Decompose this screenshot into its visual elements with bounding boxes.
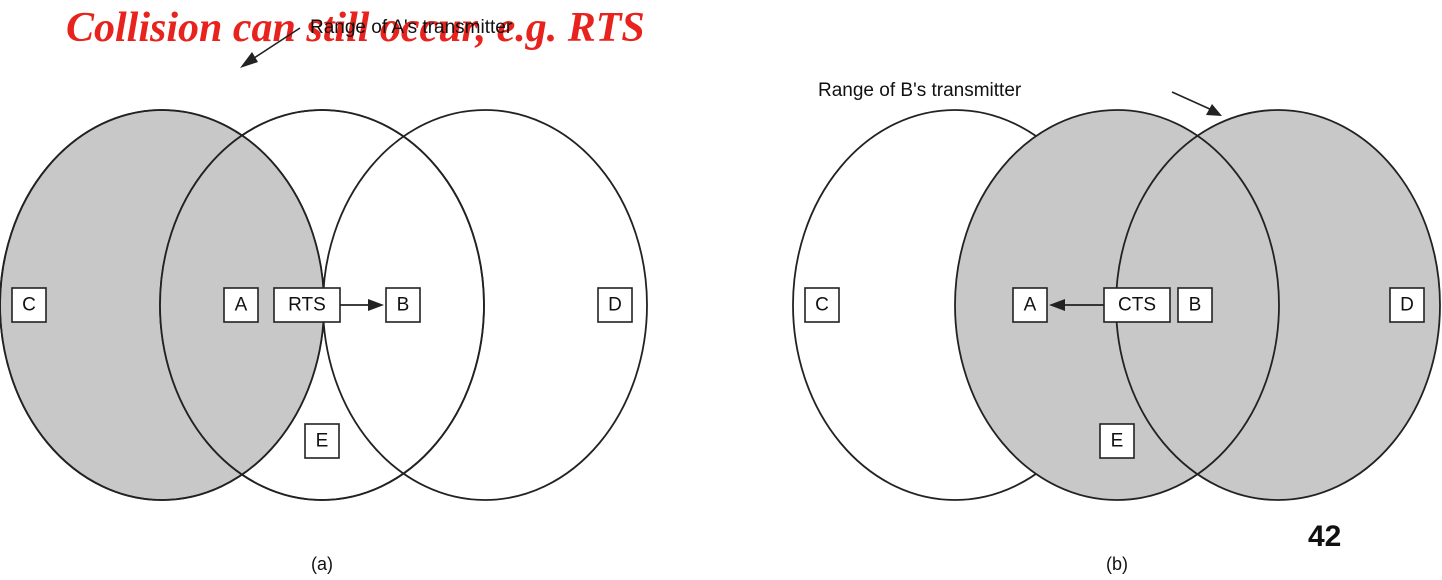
caption-b: (b) [1106,554,1128,574]
node-e-label-b: E [1111,431,1124,452]
node-b-label-b: B [1189,295,1202,316]
caption-a: (a) [311,554,333,574]
node-d-label: D [608,295,622,316]
node-a-label-b: A [1024,295,1037,316]
rts-frame-box [273,287,341,323]
node-e-box-b [1099,423,1135,459]
cts-frame-box [1103,287,1171,323]
range-pointer-b-head [1206,104,1222,116]
node-e-box [304,423,340,459]
node-c-box [11,287,47,323]
panel-b: Range of B's transmitter C A CTS B D E (… [792,80,1441,574]
slide-number: 42 [1308,520,1342,553]
range-pointer-a-head [240,52,258,68]
cts-frame-label: CTS [1118,295,1156,316]
node-c-label-b: C [815,295,829,316]
node-d-box-b [1389,287,1425,323]
node-c-label: C [22,295,36,316]
node-d-label-b: D [1400,295,1414,316]
panel-a: Range of A's transmitter C A RTS B D E (… [0,17,648,574]
rts-arrow-head [368,299,384,311]
range-pointer-b [1171,91,1213,111]
node-c-box-b [804,287,840,323]
rts-frame-label: RTS [288,295,326,316]
cts-arrow-head [1049,299,1065,311]
node-b-box [385,287,421,323]
node-a-box-b [1012,287,1048,323]
node-b-box-b [1177,287,1213,323]
range-pointer-a [247,27,301,63]
range-label-b: Range of B's transmitter [818,80,1022,101]
node-e-label: E [316,431,329,452]
node-a-box [223,287,259,323]
node-d-box [597,287,633,323]
range-label-a: Range of A's transmitter [310,17,513,38]
node-a-label: A [235,295,248,316]
slide-title: Collision can still occur, e.g. RTS [66,5,645,51]
range-of-d-shade [1116,110,1440,500]
node-b-label: B [397,295,410,316]
